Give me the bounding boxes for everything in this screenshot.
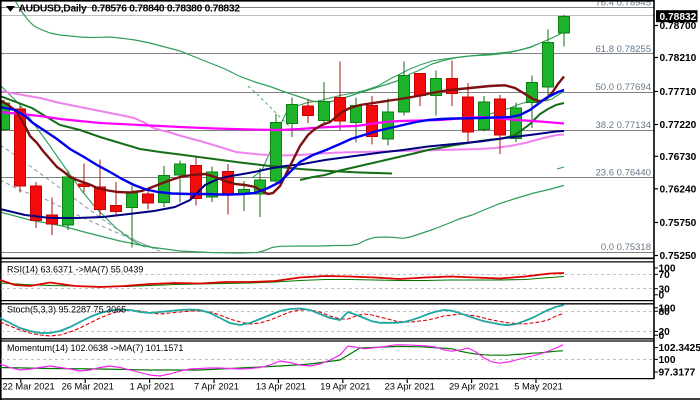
svg-text:70: 70 [659,270,671,281]
svg-text:0.77220: 0.77220 [660,120,697,131]
svg-text:0: 0 [659,331,665,342]
svg-text:38.2 0.77134: 38.2 0.77134 [596,120,651,131]
svg-text:61.8 0.78255: 61.8 0.78255 [596,44,651,55]
svg-text:13 Apr 2021: 13 Apr 2021 [256,381,306,391]
svg-text:80: 80 [659,307,671,318]
svg-text:0.78832: 0.78832 [660,12,697,23]
svg-text:Momentum(14) 102.0638 ->MA(7): Momentum(14) 102.0638 ->MA(7) 101.1571 [7,343,183,353]
svg-text:22 Mar 2021: 22 Mar 2021 [3,381,55,391]
svg-text:0.75750: 0.75750 [660,218,697,229]
svg-text:26 Mar 2021: 26 Mar 2021 [62,381,114,391]
svg-text:7 Apr 2021: 7 Apr 2021 [194,381,239,391]
svg-text:102.3425: 102.3425 [659,343,700,354]
svg-text:29 Apr 2021: 29 Apr 2021 [449,381,499,391]
svg-text:19 Apr 2021: 19 Apr 2021 [320,381,370,391]
svg-text:AUDUSD,Daily 0.78576 0.78840: AUDUSD,Daily 0.78576 0.78840 0.78380 0.7… [19,4,241,15]
svg-text:0.77710: 0.77710 [660,87,697,98]
svg-text:Stoch(5,3,3) 95.2287 75.3065: Stoch(5,3,3) 95.2287 75.3065 [7,305,126,315]
svg-text:0.0 0.75318: 0.0 0.75318 [601,242,651,253]
svg-text:0.76240: 0.76240 [660,184,697,195]
svg-text:0.76730: 0.76730 [660,152,697,163]
svg-text:100: 100 [659,355,676,366]
svg-text:23 Apr 2021: 23 Apr 2021 [385,381,435,391]
svg-text:97.3177: 97.3177 [659,368,696,379]
svg-text:0.75250: 0.75250 [660,251,697,262]
svg-text:1 Apr 2021: 1 Apr 2021 [130,381,175,391]
svg-text:23.6 0.76440: 23.6 0.76440 [596,168,651,179]
svg-text:50.0 0.77694: 50.0 0.77694 [596,82,651,93]
svg-text:0: 0 [659,290,665,301]
svg-text:5 May 2021: 5 May 2021 [514,381,563,391]
svg-text:RSI(14) 63.6371 ->MA(7) 55.04: RSI(14) 63.6371 ->MA(7) 55.0439 [7,265,143,275]
svg-text:0.78210: 0.78210 [660,53,697,64]
